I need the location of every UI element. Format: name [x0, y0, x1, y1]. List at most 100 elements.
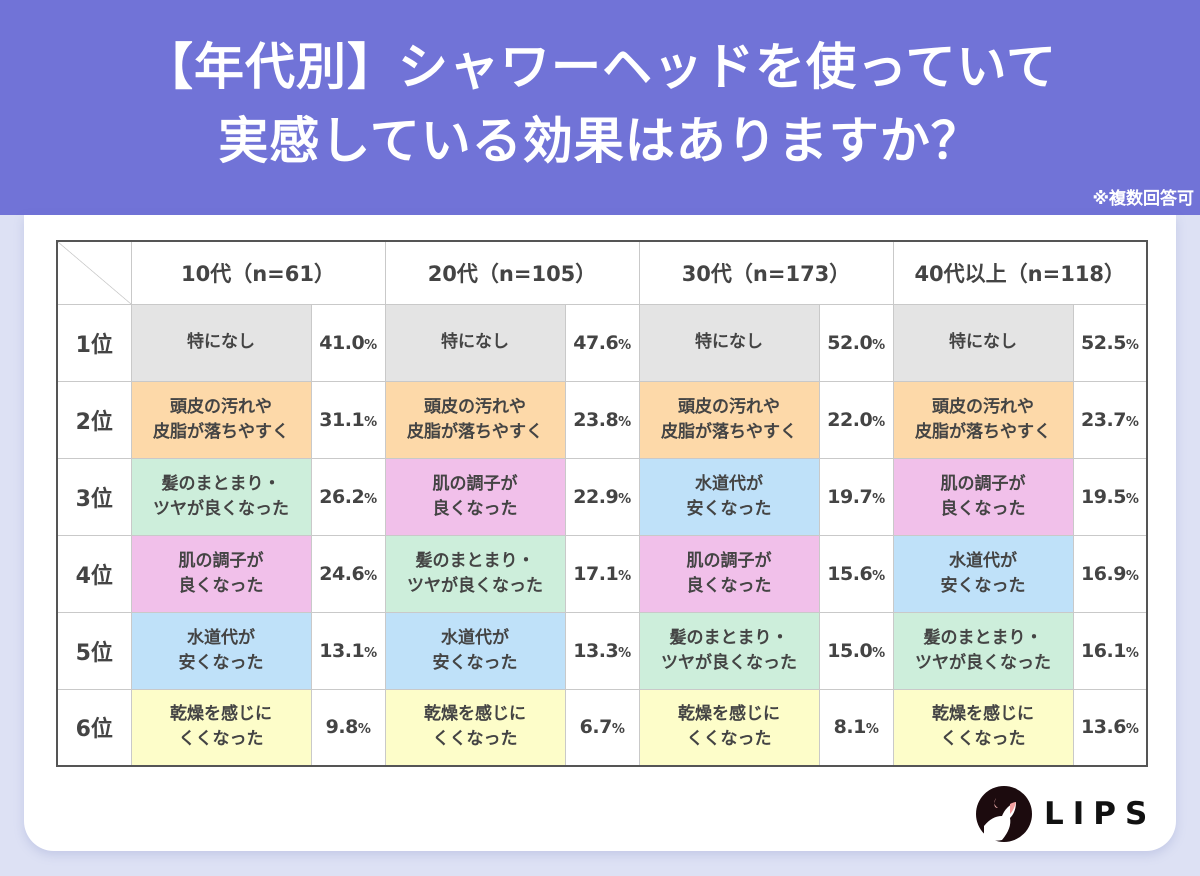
percent-value: 13.6%: [1072, 688, 1148, 767]
percent-unit: %: [872, 414, 885, 430]
percent-number: 52.0: [827, 331, 873, 354]
percent-unit: %: [618, 568, 631, 584]
effect-label: 水道代が 安くなった: [892, 534, 1074, 613]
percent-value: 23.8%: [564, 380, 640, 459]
effect-label: 乾燥を感じに くくなった: [130, 688, 312, 767]
percent-value: 19.5%: [1072, 457, 1148, 536]
effect-label: 頭皮の汚れや 皮脂が落ちやすく: [384, 380, 566, 459]
percent-value: 22.0%: [818, 380, 894, 459]
effect-label: 頭皮の汚れや 皮脂が落ちやすく: [892, 380, 1074, 459]
percent-unit: %: [1125, 337, 1139, 353]
multiple-answer-note: ※複数回答可: [1092, 189, 1194, 209]
title-banner: 【年代別】シャワーヘッドを使っていて 実感している効果はありますか？ ※複数回答…: [0, 0, 1200, 215]
percent-unit: %: [611, 722, 625, 738]
percent-number: 31.1: [319, 408, 365, 431]
percent-number: 22.9: [573, 485, 619, 508]
percent-unit: %: [364, 414, 377, 430]
percent-number: 19.7: [827, 485, 873, 508]
lips-logo: LIPS: [976, 786, 1156, 842]
table-row: 1位 特になし 41.0% 特になし 47.6% 特になし 52.0% 特になし 52.5%: [56, 303, 1148, 382]
percent-number: 8.1: [833, 716, 867, 739]
percent-number: 16.9: [1081, 562, 1126, 585]
column-header: 40代以上（n=118）: [892, 240, 1148, 305]
percent-value: 8.1%: [818, 688, 894, 767]
percent-value: 16.9%: [1072, 534, 1148, 613]
percent-unit: %: [872, 491, 885, 507]
percent-value: 47.6%: [564, 303, 640, 382]
percent-unit: %: [1125, 568, 1139, 584]
title-line-1: 【年代別】シャワーヘッドを使っていて: [143, 38, 1057, 96]
effect-label: 乾燥を感じに くくなった: [384, 688, 566, 767]
rank-label: 5位: [56, 611, 132, 690]
percent-value: 23.7%: [1072, 380, 1148, 459]
percent-value: 31.1%: [310, 380, 386, 459]
rank-label: 2位: [56, 380, 132, 459]
percent-unit: %: [364, 645, 377, 661]
column-header: 30代（n=173）: [638, 240, 894, 305]
table-row: 6位 乾燥を感じに くくなった 9.8% 乾燥を感じに くくなった 6.7% 乾燥を感じに…: [56, 688, 1148, 767]
percent-unit: %: [872, 568, 885, 584]
percent-number: 16.1: [1081, 639, 1126, 662]
percent-unit: %: [618, 491, 631, 507]
rank-label: 3位: [56, 457, 132, 536]
effect-label: 水道代が 安くなった: [384, 611, 566, 690]
effect-label: 頭皮の汚れや 皮脂が落ちやすく: [130, 380, 312, 459]
percent-number: 23.7: [1081, 408, 1126, 431]
percent-value: 17.1%: [564, 534, 640, 613]
percent-unit: %: [618, 645, 631, 661]
brand-name: LIPS: [1044, 796, 1157, 832]
effect-label: 髪のまとまり・ ツヤが良くなった: [892, 611, 1074, 690]
percent-unit: %: [618, 414, 631, 430]
column-header: 20代（n=105）: [384, 240, 640, 305]
percent-unit: %: [872, 645, 885, 661]
percent-number: 15.6: [827, 562, 873, 585]
percent-value: 16.1%: [1072, 611, 1148, 690]
table-row: 3位 髪のまとまり・ ツヤが良くなった 26.2% 肌の調子が 良くなった 22.9% 水…: [56, 457, 1148, 536]
percent-number: 26.2: [319, 485, 365, 508]
percent-number: 13.6: [1081, 716, 1126, 739]
percent-number: 6.7: [579, 716, 613, 739]
percent-unit: %: [1125, 491, 1139, 507]
effect-label: 水道代が 安くなった: [130, 611, 312, 690]
effect-label: 髪のまとまり・ ツヤが良くなった: [130, 457, 312, 536]
percent-number: 24.6: [319, 562, 365, 585]
percent-value: 13.1%: [310, 611, 386, 690]
percent-value: 22.9%: [564, 457, 640, 536]
percent-number: 41.0: [319, 331, 365, 354]
percent-value: 15.0%: [818, 611, 894, 690]
percent-value: 26.2%: [310, 457, 386, 536]
ranking-table: 10代（n=61） 20代（n=105） 30代（n=173） 40代以上（n=118…: [56, 240, 1148, 767]
percent-unit: %: [1125, 722, 1139, 738]
percent-value: 9.8%: [310, 688, 386, 767]
percent-number: 22.0: [827, 408, 873, 431]
effect-label: 頭皮の汚れや 皮脂が落ちやすく: [638, 380, 820, 459]
percent-value: 15.6%: [818, 534, 894, 613]
percent-number: 9.8: [325, 716, 359, 739]
rank-label: 1位: [56, 303, 132, 382]
effect-label: 乾燥を感じに くくなった: [638, 688, 820, 767]
effect-label: 髪のまとまり・ ツヤが良くなった: [638, 611, 820, 690]
effect-label: 乾燥を感じに くくなった: [892, 688, 1074, 767]
percent-value: 52.5%: [1072, 303, 1148, 382]
percent-number: 17.1: [573, 562, 619, 585]
percent-unit: %: [1125, 414, 1139, 430]
effect-label: 特になし: [638, 303, 820, 382]
rank-label: 4位: [56, 534, 132, 613]
percent-number: 13.1: [319, 639, 365, 662]
deer-logo-icon: [976, 786, 1032, 842]
effect-label: 肌の調子が 良くなった: [384, 457, 566, 536]
percent-unit: %: [364, 568, 377, 584]
corner-cell: [56, 240, 132, 305]
percent-value: 19.7%: [818, 457, 894, 536]
percent-unit: %: [872, 337, 885, 353]
percent-number: 47.6: [573, 331, 619, 354]
percent-unit: %: [364, 337, 377, 353]
table-row: 5位 水道代が 安くなった 13.1% 水道代が 安くなった 13.3% 髪のまとまり・ …: [56, 611, 1148, 690]
percent-number: 19.5: [1081, 485, 1126, 508]
percent-unit: %: [618, 337, 631, 353]
effect-label: 肌の調子が 良くなった: [892, 457, 1074, 536]
header-row: 10代（n=61） 20代（n=105） 30代（n=173） 40代以上（n=118…: [56, 240, 1148, 305]
table-row: 2位 頭皮の汚れや 皮脂が落ちやすく 31.1% 頭皮の汚れや 皮脂が落ちやすく 23.…: [56, 380, 1148, 459]
percent-value: 13.3%: [564, 611, 640, 690]
percent-number: 15.0: [827, 639, 873, 662]
